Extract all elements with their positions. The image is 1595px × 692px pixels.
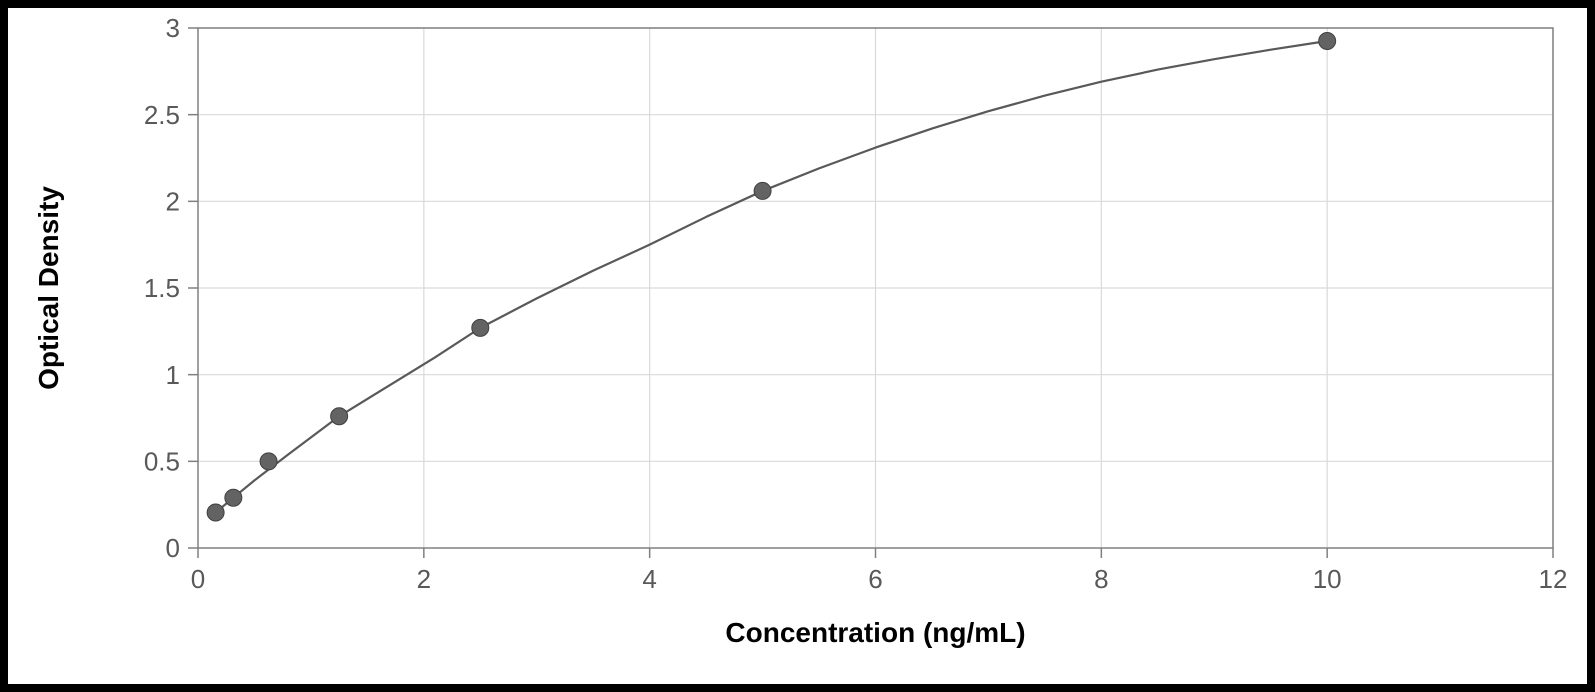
data-point xyxy=(225,489,242,506)
data-point xyxy=(754,182,771,199)
data-point xyxy=(1319,33,1336,50)
data-point xyxy=(472,319,489,336)
x-tick-label: 6 xyxy=(868,564,882,594)
y-axis-label: Optical Density xyxy=(33,186,64,390)
x-tick-label: 10 xyxy=(1313,564,1342,594)
chart-container: 0 2 4 6 8 10 12 0 0.5 1 1.5 2 2.5 3 Concentration (ng/… xyxy=(8,8,1587,684)
data-point xyxy=(331,408,348,425)
x-tick-label: 2 xyxy=(417,564,431,594)
y-tick-label: 2 xyxy=(166,186,180,216)
chart-frame: 0 2 4 6 8 10 12 0 0.5 1 1.5 2 2.5 3 Concentration (ng/… xyxy=(0,0,1595,692)
chart-svg: 0 2 4 6 8 10 12 0 0.5 1 1.5 2 2.5 3 Concentration (ng/… xyxy=(8,8,1587,684)
y-tick-label: 1.5 xyxy=(144,273,180,303)
y-tick-label: 2.5 xyxy=(144,100,180,130)
x-tick-label: 4 xyxy=(642,564,656,594)
y-tick-label: 0.5 xyxy=(144,446,180,476)
y-tick-label: 0 xyxy=(166,533,180,563)
x-axis-label: Concentration (ng/mL) xyxy=(725,617,1025,648)
x-tick-label: 12 xyxy=(1539,564,1568,594)
x-tick-label: 8 xyxy=(1094,564,1108,594)
y-tick-label: 1 xyxy=(166,360,180,390)
data-point xyxy=(207,504,224,521)
y-tick-label: 3 xyxy=(166,13,180,43)
x-tick-label: 0 xyxy=(191,564,205,594)
data-point xyxy=(260,453,277,470)
